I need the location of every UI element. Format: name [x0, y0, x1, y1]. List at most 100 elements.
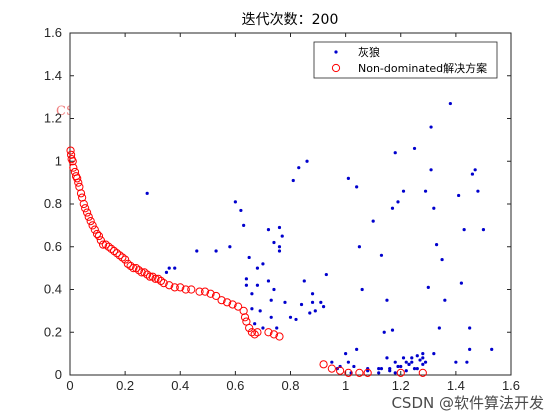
wolf-point — [277, 249, 282, 253]
non-dominated-point — [363, 368, 372, 377]
wolf-point — [269, 315, 273, 319]
y-tick-label: 1.6 — [44, 25, 62, 40]
y-tick-label: 0.4 — [44, 282, 62, 297]
non-dominated-point — [319, 360, 328, 369]
legend-label: 灰狼 — [358, 45, 380, 59]
wolf-point — [255, 266, 260, 270]
wolf-point — [319, 300, 323, 304]
y-tick-label: 0.2 — [44, 324, 62, 339]
wolf-point — [443, 298, 447, 302]
wolf-point — [258, 309, 262, 313]
non-dominated-point — [165, 281, 174, 290]
wolf-point — [247, 255, 251, 260]
wolf-point — [283, 300, 287, 304]
wolf-point — [454, 360, 458, 364]
wolf-point — [396, 364, 400, 369]
non-dominated-point — [81, 204, 90, 213]
wolf-point — [421, 356, 425, 360]
wolf-point — [410, 356, 414, 360]
wolf-point — [468, 326, 472, 330]
x-tick-label: 0.4 — [171, 378, 189, 393]
non-dominated-point — [82, 208, 92, 217]
wolf-point — [173, 266, 177, 270]
wolf-point — [145, 191, 149, 195]
wolf-point — [476, 189, 480, 193]
wolf-point — [280, 234, 284, 238]
wolf-point — [440, 257, 444, 262]
wolf-point — [277, 245, 282, 249]
wolf-point — [412, 146, 417, 151]
wolf-point — [233, 200, 237, 204]
wolf-point — [244, 277, 248, 281]
y-tick-label: 1 — [55, 153, 62, 168]
non-dominated-point — [336, 366, 345, 375]
non-dominated-point — [176, 283, 185, 292]
wolf-point — [360, 287, 364, 292]
non-dominated-point — [68, 157, 77, 166]
wolf-point — [390, 206, 395, 210]
non-dominated-point — [156, 276, 166, 286]
non-dominated-point — [181, 285, 190, 294]
wolf-point — [291, 178, 295, 183]
non-dominated-point — [94, 231, 104, 241]
non-dominated-point — [355, 368, 364, 377]
y-tick-label: 1.2 — [44, 111, 62, 126]
wolf-point — [448, 101, 452, 106]
wolf-point — [390, 328, 395, 332]
wolf-point — [382, 330, 386, 334]
wolf-point — [432, 352, 436, 356]
y-tick-label: 1.4 — [44, 68, 62, 83]
y-tick-label: 0 — [55, 367, 62, 382]
x-tick-label: 1.2 — [392, 378, 410, 393]
wolf-point — [324, 272, 328, 277]
wolf-point — [418, 358, 422, 362]
wolf-point — [434, 243, 439, 247]
wolf-point — [388, 369, 392, 373]
wolf-point — [457, 193, 461, 198]
wolf-point — [415, 366, 419, 371]
non-dominated-point — [253, 328, 262, 337]
wolf-point — [462, 228, 466, 232]
legend: 灰狼 Non-dominated解决方案 — [313, 41, 498, 79]
wolf-point — [277, 225, 282, 230]
wolf-point — [266, 279, 271, 283]
wolf-point — [407, 362, 411, 366]
wolf-point — [294, 317, 298, 322]
wolf-point — [379, 366, 384, 371]
non-dominated-point — [240, 313, 250, 322]
wolf-point — [468, 347, 472, 351]
wolf-point — [401, 189, 406, 193]
non-dominated-point — [98, 240, 108, 249]
non-dominated-point — [344, 368, 353, 377]
non-dominated-point — [159, 278, 168, 288]
y-tick-label: 0.6 — [44, 239, 62, 254]
non-dominated-point — [73, 174, 82, 183]
non-dominated-point — [195, 287, 204, 296]
wolf-point — [421, 362, 425, 366]
wolf-point — [250, 292, 254, 296]
wolf-point — [423, 189, 428, 193]
wolf-point — [385, 298, 389, 302]
wolf-point — [214, 249, 218, 253]
x-tick-label: 1.6 — [502, 378, 520, 393]
non-dominated-point — [66, 146, 75, 155]
wolf-point — [465, 360, 469, 364]
wolf-point — [437, 326, 441, 330]
wolf-point — [346, 360, 350, 364]
non-dominated-point — [396, 368, 405, 377]
non-dominated-point — [69, 163, 78, 172]
wolf-point — [261, 262, 265, 266]
wolf-point — [421, 352, 425, 356]
non-dominated-point — [132, 264, 141, 273]
footer-watermark: CSDN @软件算法开发 — [391, 394, 544, 412]
wolf-point — [393, 360, 397, 364]
non-dominated-point — [118, 253, 127, 262]
non-dominated-point — [264, 328, 273, 337]
wolf-point — [195, 249, 199, 253]
non-dominated-point — [123, 259, 132, 268]
wolf-point — [164, 270, 169, 274]
wolf-point — [357, 245, 362, 249]
wolf-point — [404, 360, 408, 364]
wolf-point — [404, 369, 408, 373]
